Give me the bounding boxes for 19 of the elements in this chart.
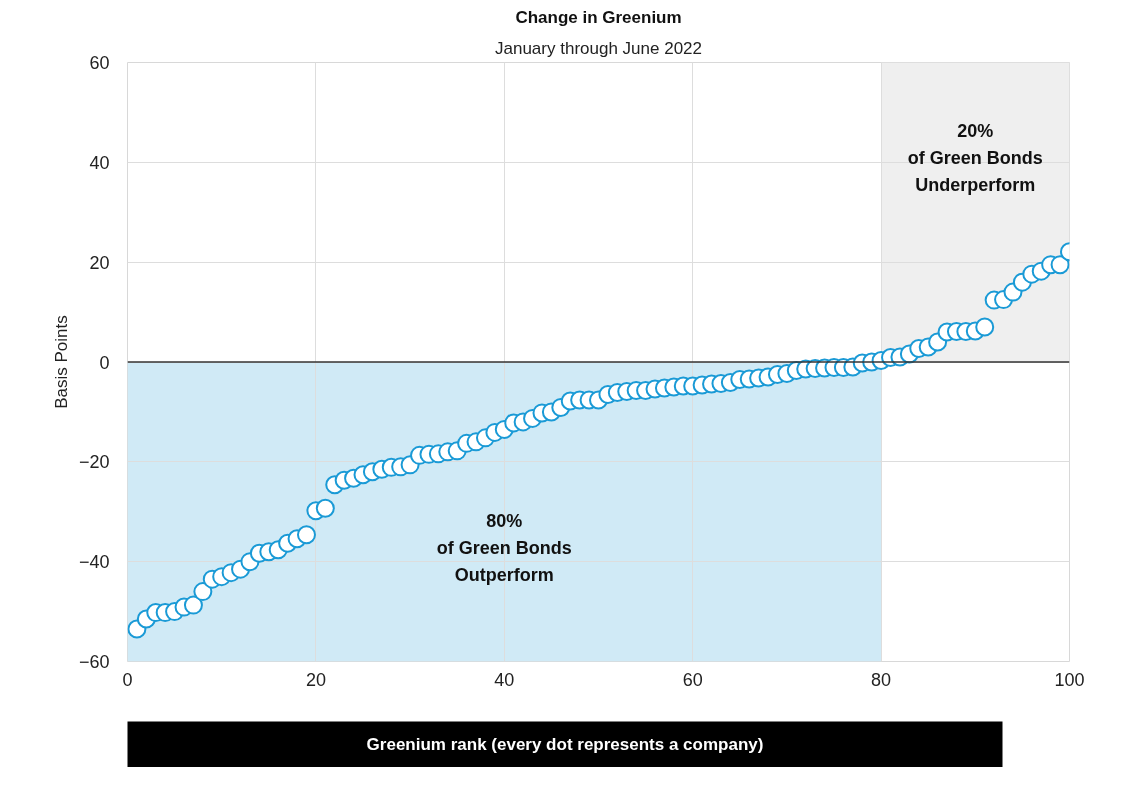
x-tick-label: 80 xyxy=(871,669,892,690)
y-tick-label: 0 xyxy=(99,352,110,373)
y-axis-title: Basis Points xyxy=(51,315,71,409)
x-tick-label: 0 xyxy=(122,669,133,690)
y-tick-label: 60 xyxy=(89,53,110,73)
chart-title: Change in Greenium xyxy=(515,7,682,27)
y-tick-label: −20 xyxy=(78,452,110,473)
chart-subtitle: January through June 2022 xyxy=(495,38,703,58)
y-tick-label: −40 xyxy=(78,552,110,573)
band-label: 20% of Green Bonds Underperform xyxy=(907,121,1043,196)
x-tick-label: 20 xyxy=(305,669,326,690)
x-tick-label: 60 xyxy=(682,669,703,690)
x-tick-label: 40 xyxy=(494,669,515,690)
y-tick-label: −60 xyxy=(78,652,110,672)
y-tick-label: 20 xyxy=(89,252,110,273)
band-label: 80% of Green Bonds Outperform xyxy=(436,510,572,585)
x-axis-title: Greenium rank (every dot represents a company) xyxy=(366,735,764,754)
y-tick-label: 40 xyxy=(89,152,110,173)
x-tick-label: 100 xyxy=(1054,669,1085,690)
